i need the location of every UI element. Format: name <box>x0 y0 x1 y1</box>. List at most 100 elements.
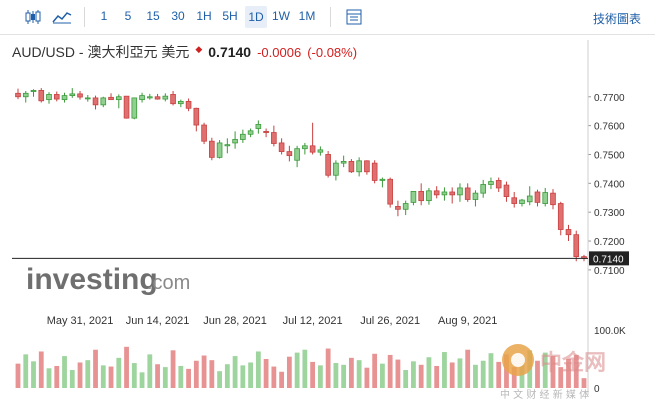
volume-bar <box>480 360 486 388</box>
price-change: -0.0006 <box>257 45 302 60</box>
candle-body <box>61 95 68 101</box>
volume-bar <box>387 354 393 388</box>
volume-max-label: 100.0K <box>594 326 626 337</box>
volume-bar <box>411 361 416 388</box>
volume-bar <box>372 353 378 388</box>
volume-bar <box>69 370 75 388</box>
volume-bar <box>162 367 168 388</box>
volume-bar <box>217 371 222 388</box>
stamp-title: 中金网 <box>540 350 606 376</box>
volume-bar <box>15 363 21 388</box>
timeframe-1m[interactable]: 1M <box>298 9 316 23</box>
candle-body <box>209 140 215 158</box>
volume-bar <box>488 353 494 388</box>
volume-bar <box>403 370 409 388</box>
timeframe-15[interactable]: 15 <box>146 9 160 23</box>
down-arrow-icon: ◆ <box>195 44 203 54</box>
volume-bar <box>263 359 269 388</box>
candle-body <box>100 97 107 106</box>
x-tick-label: Jun 14, 2021 <box>126 315 190 327</box>
volume-bar <box>348 357 354 388</box>
volume-bar <box>465 349 471 388</box>
candle-body <box>340 160 347 164</box>
volume-bar <box>46 368 52 388</box>
candle-body <box>472 192 479 200</box>
candle-body <box>573 234 580 258</box>
volume-bar <box>240 365 246 388</box>
current-price-badge <box>589 251 629 266</box>
candle-body <box>534 191 541 203</box>
candle-body <box>30 90 37 92</box>
timeframe-5h[interactable]: 5H <box>222 9 238 23</box>
candle-body <box>309 145 316 153</box>
candle-body <box>302 145 308 150</box>
timeframe-1h[interactable]: 1H <box>196 9 212 23</box>
candle-body <box>232 139 238 144</box>
area-chart-icon[interactable] <box>50 6 74 28</box>
volume-bar <box>418 364 424 388</box>
volume-bar <box>23 354 29 388</box>
volume-bar <box>535 360 540 388</box>
cngold-stamp: 中金网 中 文 财 经 新 媒 体 <box>500 344 606 401</box>
volume-bar <box>139 372 145 388</box>
candle-body <box>131 97 138 119</box>
volume-bar <box>54 365 60 388</box>
candle-body <box>348 160 355 173</box>
candle-body <box>364 160 370 173</box>
x-tick-label: May 31, 2021 <box>47 315 114 327</box>
volume-bar <box>77 362 83 388</box>
candle-body <box>193 107 200 126</box>
candle-body <box>426 190 432 202</box>
instrument-header: AUD/USD - 澳大利亞元 美元 ◆ 0.7140 -0.0006 (-0.… <box>12 42 357 62</box>
candle-body <box>178 100 184 105</box>
volume-bar <box>62 356 67 388</box>
candle-body <box>565 229 572 236</box>
volume-bar <box>356 360 362 388</box>
x-tick-label: Jun 28, 2021 <box>203 315 267 327</box>
candle-body <box>286 151 293 157</box>
candle-body <box>240 133 246 140</box>
timeframe-1d[interactable]: 1D <box>245 6 267 28</box>
volume-bar <box>209 360 215 388</box>
settings-panel-icon[interactable] <box>343 6 365 28</box>
volume-bar <box>511 367 517 388</box>
candle-body <box>162 95 169 100</box>
candle-body <box>387 178 393 205</box>
y-tick-label: 0.7700 <box>594 93 625 104</box>
volume-bar <box>395 359 401 388</box>
candle-body <box>255 124 262 129</box>
volume-bar <box>325 348 331 388</box>
candle-body <box>123 95 130 119</box>
candle-body <box>108 96 114 101</box>
volume-bar <box>93 349 98 388</box>
candle-body <box>201 124 207 142</box>
timeframe-30[interactable]: 30 <box>171 9 185 23</box>
y-tick-label: 0.7400 <box>594 179 625 190</box>
volume-bar <box>380 363 385 388</box>
candle-body <box>480 184 487 194</box>
price-change-percent: (-0.08%) <box>307 45 358 60</box>
toolbar-divider <box>84 7 85 27</box>
candle-body <box>550 192 556 206</box>
candle-body <box>69 93 76 97</box>
volume-bar <box>333 363 339 388</box>
candle-body <box>418 191 424 202</box>
toolbar-divider <box>330 7 331 27</box>
candle-body <box>526 195 533 203</box>
volume-bar <box>155 364 160 388</box>
volume-bar <box>294 352 300 388</box>
chart-toolbar: 1 5 15 30 1H 5H 1D 1W 1M 技術圖表 <box>0 0 655 35</box>
candle-body <box>154 96 161 100</box>
timeframe-1w[interactable]: 1W <box>272 9 290 23</box>
candlestick-icon[interactable] <box>22 6 44 28</box>
y-tick-label: 0.7200 <box>594 237 625 248</box>
candle-body <box>38 90 45 102</box>
candle-body <box>449 191 455 196</box>
volume-bar <box>178 365 184 388</box>
x-tick-label: Jul 26, 2021 <box>360 315 420 327</box>
timeframe-5[interactable]: 5 <box>124 9 132 23</box>
timeframe-1[interactable]: 1 <box>100 9 108 23</box>
technical-chart-link[interactable]: 技術圖表 <box>592 12 641 26</box>
volume-bar <box>131 363 137 388</box>
